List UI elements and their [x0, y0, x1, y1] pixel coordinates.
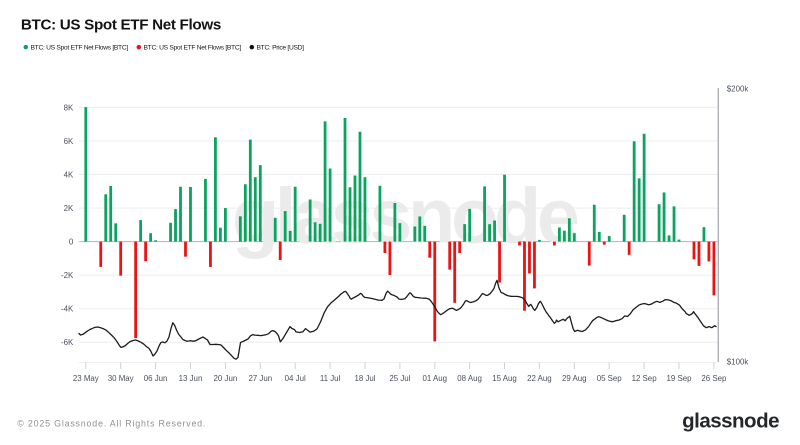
svg-text:$200k: $200k — [727, 84, 749, 93]
svg-text:25 Jul: 25 Jul — [389, 374, 410, 383]
svg-text:-6K: -6K — [61, 338, 74, 347]
svg-text:01 Aug: 01 Aug — [423, 374, 448, 383]
svg-text:20 Jun: 20 Jun — [214, 374, 238, 383]
svg-text:2K: 2K — [64, 204, 74, 213]
svg-text:22 Aug: 22 Aug — [527, 374, 552, 383]
svg-text:30 May: 30 May — [108, 374, 134, 383]
svg-text:29 Aug: 29 Aug — [562, 374, 587, 383]
svg-text:08 Aug: 08 Aug — [457, 374, 482, 383]
svg-text:© 2025 Glassnode. All Rights R: © 2025 Glassnode. All Rights Reserved. — [17, 419, 206, 429]
svg-text:$100k: $100k — [727, 357, 749, 366]
svg-text:18 Jul: 18 Jul — [354, 374, 375, 383]
svg-text:6K: 6K — [64, 137, 74, 146]
svg-text:26 Sep: 26 Sep — [701, 374, 727, 383]
svg-text:15 Aug: 15 Aug — [492, 374, 517, 383]
svg-text:-2K: -2K — [61, 271, 74, 280]
svg-text:8K: 8K — [64, 103, 74, 112]
svg-text:-4K: -4K — [61, 305, 74, 314]
svg-text:glassnode: glassnode — [682, 410, 779, 433]
svg-text:05 Sep: 05 Sep — [597, 374, 623, 383]
svg-text:BTC: Price [USD]: BTC: Price [USD] — [257, 45, 305, 52]
svg-text:BTC: US Spot ETF Net Flows: BTC: US Spot ETF Net Flows — [21, 17, 221, 34]
svg-text:06 Jun: 06 Jun — [144, 374, 168, 383]
svg-text:4K: 4K — [64, 170, 74, 179]
svg-text:13 Jun: 13 Jun — [179, 374, 203, 383]
svg-text:23 May: 23 May — [73, 374, 99, 383]
svg-text:11 Jul: 11 Jul — [320, 374, 341, 383]
svg-text:0: 0 — [69, 238, 74, 247]
svg-text:BTC: US Spot ETF Net Flows [BT: BTC: US Spot ETF Net Flows [BTC] — [31, 45, 129, 52]
svg-text:04 Jul: 04 Jul — [285, 374, 306, 383]
svg-text:19 Sep: 19 Sep — [666, 374, 692, 383]
svg-text:12 Sep: 12 Sep — [632, 374, 658, 383]
svg-text:BTC: US Spot ETF Net Flows [BT: BTC: US Spot ETF Net Flows [BTC] — [144, 45, 242, 52]
svg-text:glassnode: glassnode — [232, 174, 578, 260]
svg-text:27 Jun: 27 Jun — [248, 374, 272, 383]
